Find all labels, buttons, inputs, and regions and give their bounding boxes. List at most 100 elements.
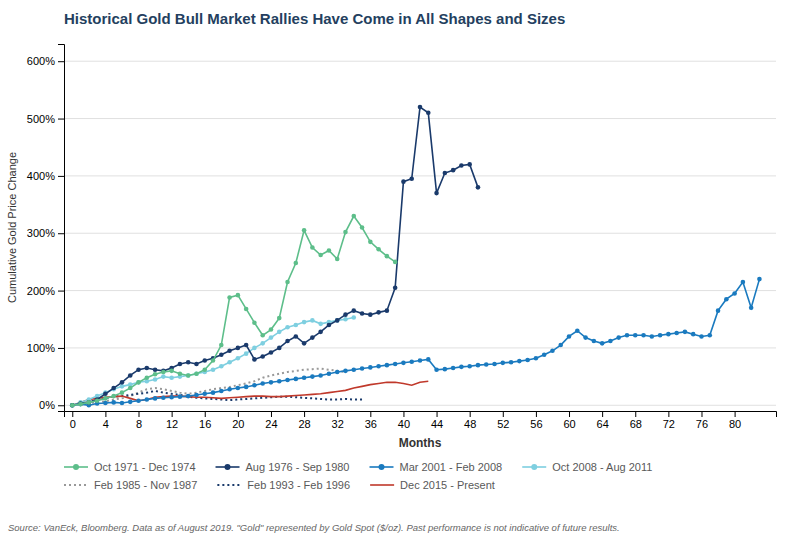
series-point [78,402,83,407]
series-point [467,162,472,167]
y-tick-label: 0% [39,399,55,411]
series-point [351,308,356,313]
series-point [260,381,265,386]
x-tick-mark [635,411,636,417]
x-tick-mark [205,411,206,417]
legend-swatch [64,484,88,486]
y-tick: 0% [39,399,64,411]
x-tick-label: 8 [136,418,142,430]
series-point [443,171,448,176]
series-point [592,339,597,344]
legend-item: Oct 1971 - Dec 1974 [64,461,196,473]
series-point [144,366,149,371]
series-point [227,387,232,392]
series-point [227,295,232,300]
footnote: Source: VanEck, Bloomberg. Data as of Au… [8,522,620,533]
x-tick-mark [569,411,570,417]
series-point [741,280,746,285]
x-tick: 68 [630,411,642,430]
x-tick-mark [139,411,140,417]
series-point [343,317,348,322]
y-tick-mark [58,119,64,120]
series-point [120,384,125,389]
series-point [136,380,141,385]
series-point [194,362,199,367]
series-point [161,370,166,375]
series-point [418,105,423,110]
x-tick-label: 64 [597,418,609,430]
series-point [484,362,489,367]
series-point [459,163,464,168]
series-point [310,374,315,379]
series-point [103,401,108,406]
legend-item: Oct 2008 - Aug 2011 [522,461,652,473]
series-line [72,318,353,406]
x-tick-mark [105,411,106,417]
series-point [128,373,133,378]
series-point [691,332,696,337]
series-point [178,371,183,376]
series [72,369,345,406]
x-tick-label: 40 [398,418,410,430]
series-point [260,333,265,338]
y-tick-label: 100% [27,342,55,354]
legend-swatch [370,484,394,486]
series-point [368,312,373,317]
series-point [351,214,356,219]
series-point [186,360,191,365]
x-tick-label: 72 [663,418,675,430]
series-point [219,353,224,358]
series-point [269,335,274,340]
legend-item: Feb 1985 - Nov 1987 [64,479,197,491]
series-point [650,334,655,339]
series-point [368,240,373,245]
x-tick-label: 0 [70,418,76,430]
series-line [72,369,345,406]
series-point [285,378,290,383]
y-tick-label: 200% [27,285,55,297]
series-point [169,375,174,380]
legend-item: Mar 2001 - Feb 2008 [370,461,503,473]
series-point [418,358,423,363]
series-point [509,360,514,365]
series-point [343,369,348,374]
series-point [236,386,241,391]
series-point [194,393,199,398]
series-point [393,285,398,290]
series [70,214,397,408]
series-point [542,353,547,358]
series-point [476,363,481,368]
series [70,277,762,408]
series-point [575,328,580,333]
series-point [70,403,75,408]
series-point [244,343,249,348]
series-point [376,247,381,252]
series-point [136,367,141,372]
y-tick-label: 300% [27,227,55,239]
series-point [111,394,116,399]
grid-line [64,347,776,348]
series-point [302,375,307,380]
x-tick-label: 20 [232,418,244,430]
series-point [269,380,274,385]
x-tick: 40 [398,411,410,430]
series-point [161,374,166,379]
series-point [327,371,332,376]
y-tick: 400% [27,170,64,182]
series-point [153,372,158,377]
series-point [78,402,83,407]
series-point [70,403,75,408]
series-point [318,253,323,258]
legend: Oct 1971 - Dec 1974Aug 1976 - Sep 1980Ma… [64,461,652,491]
series-point [699,334,704,339]
legend-marker [225,464,231,470]
series-point [310,318,315,323]
series-point [517,359,522,364]
legend-swatch [217,484,241,486]
series-point [360,366,365,371]
series-point [318,373,323,378]
series-point [641,333,646,338]
legend-item: Dec 2015 - Present [370,479,495,491]
y-tick: 200% [27,285,64,297]
series-point [202,358,207,363]
